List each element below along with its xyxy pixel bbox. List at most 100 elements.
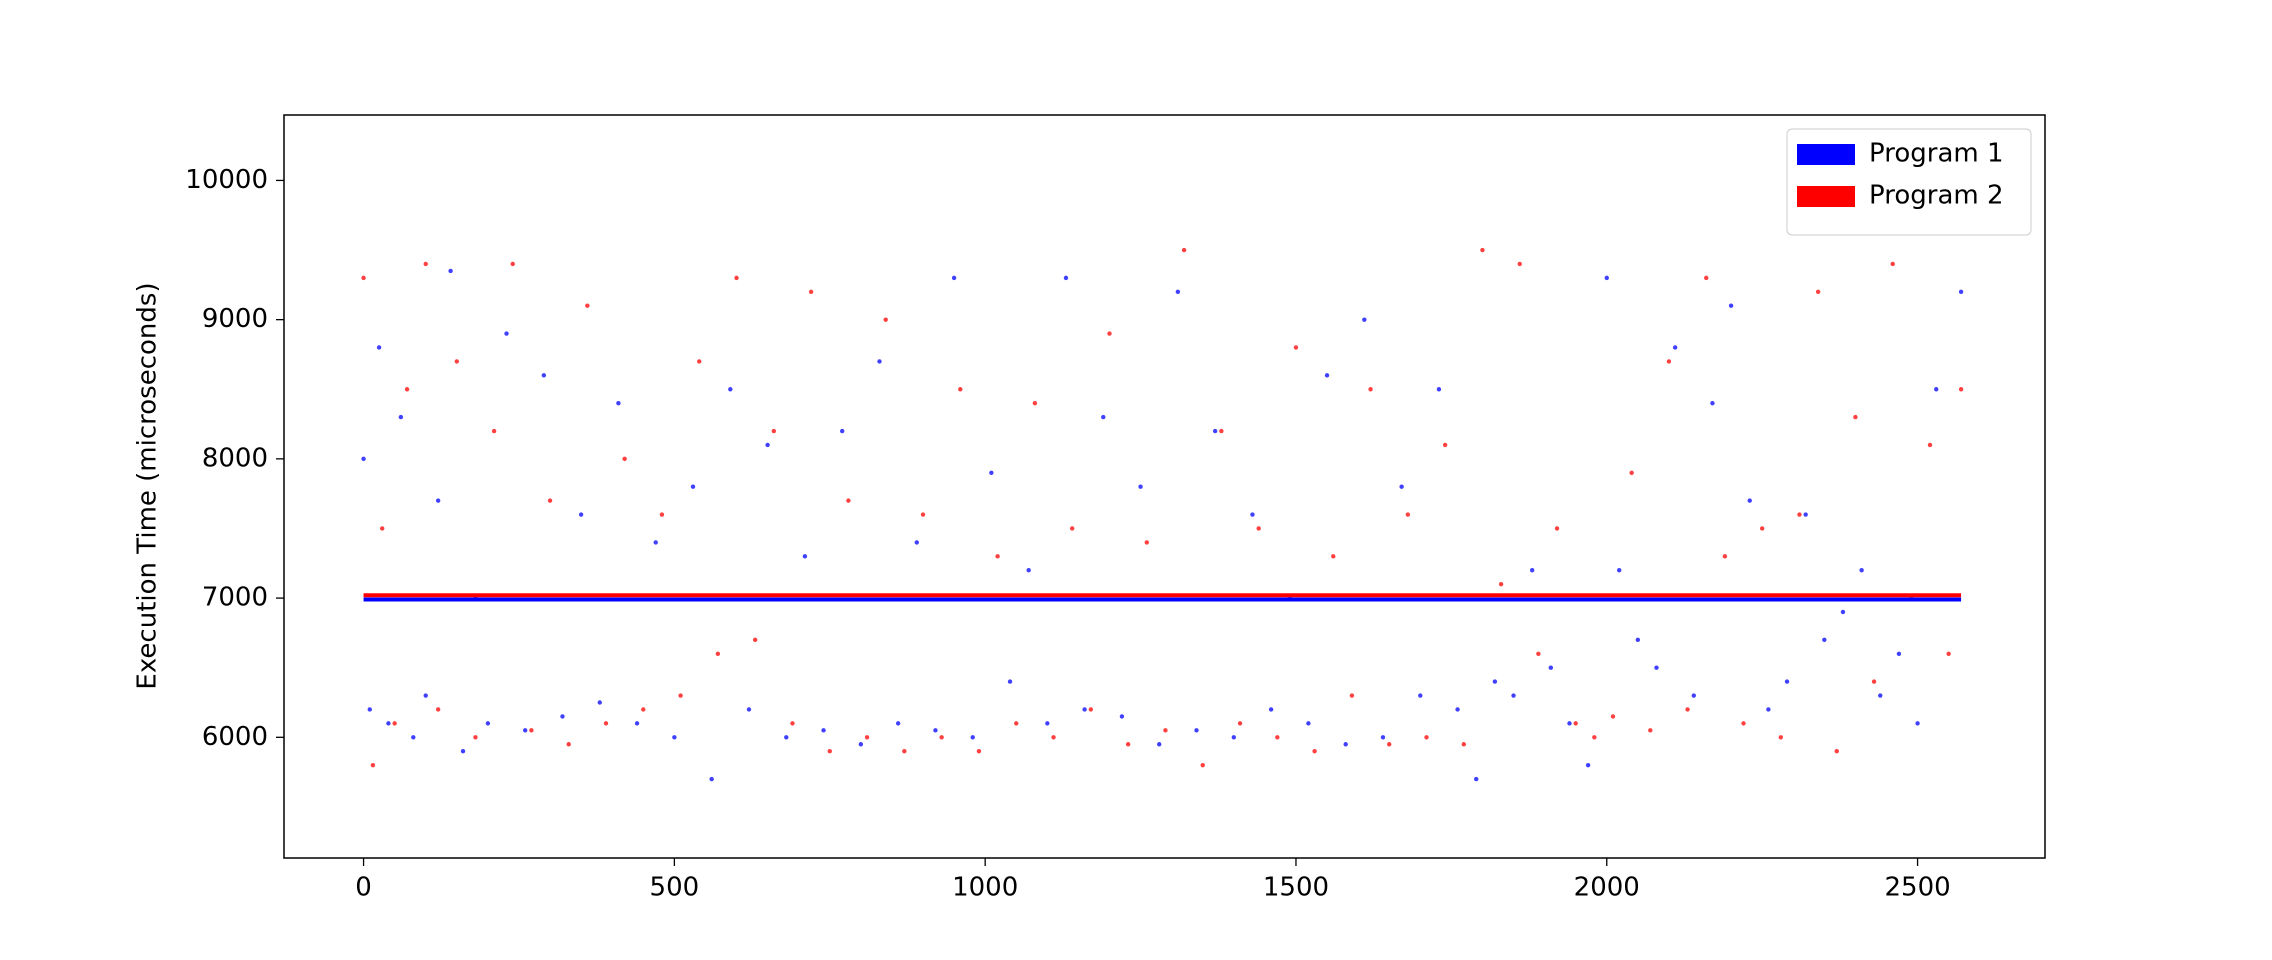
point <box>1915 721 1920 726</box>
point <box>690 484 696 489</box>
point <box>1119 714 1125 719</box>
point <box>1399 484 1404 489</box>
point <box>1927 442 1933 448</box>
point <box>454 359 460 364</box>
point <box>802 554 808 559</box>
point <box>1517 261 1522 267</box>
point <box>697 359 702 364</box>
point <box>1032 400 1038 406</box>
point <box>821 728 826 733</box>
legend-label: Program 2 <box>1869 181 2004 211</box>
point <box>1088 707 1094 712</box>
point <box>678 693 683 698</box>
point <box>376 345 382 350</box>
point <box>392 721 397 726</box>
point <box>1890 261 1895 267</box>
point <box>1436 387 1442 392</box>
point <box>765 442 770 448</box>
point <box>522 728 528 733</box>
point <box>970 735 975 740</box>
x-tick-label: 1000 <box>952 873 1018 903</box>
point <box>1063 275 1069 281</box>
point <box>1511 693 1516 698</box>
point <box>1405 512 1411 517</box>
y-tick-label: 9000 <box>202 304 268 334</box>
point <box>1666 359 1672 364</box>
point <box>491 428 497 434</box>
point <box>1181 247 1187 253</box>
point <box>1138 484 1143 489</box>
point <box>883 317 888 322</box>
point <box>1045 721 1050 726</box>
point <box>1455 707 1460 712</box>
point <box>380 526 385 531</box>
point <box>1934 387 1939 392</box>
point <box>1101 414 1106 420</box>
point <box>423 261 428 267</box>
point <box>858 742 864 747</box>
point <box>529 728 534 733</box>
point <box>1306 721 1311 726</box>
point <box>547 498 553 503</box>
point <box>1853 414 1858 420</box>
point <box>1958 387 1964 392</box>
y-tick-label: 6000 <box>202 722 268 752</box>
point <box>1474 776 1479 782</box>
point <box>448 268 453 274</box>
point <box>1610 714 1616 719</box>
point <box>1231 735 1237 740</box>
point <box>361 456 366 462</box>
point <box>1878 693 1883 698</box>
point <box>541 373 547 378</box>
point <box>1672 345 1678 350</box>
point <box>560 714 565 719</box>
point <box>914 540 919 545</box>
point <box>367 707 372 712</box>
point <box>1741 721 1746 726</box>
point <box>734 275 739 281</box>
point <box>1461 742 1467 747</box>
point <box>1480 247 1485 253</box>
y-axis-label: Execution Time (microseconds) <box>133 282 163 689</box>
point <box>1293 345 1299 350</box>
point <box>1654 665 1659 670</box>
point <box>1212 428 1218 434</box>
x-tick-label: 1500 <box>1263 873 1329 903</box>
point <box>1822 637 1827 643</box>
point <box>411 735 416 740</box>
point <box>1617 568 1622 573</box>
point <box>958 387 963 392</box>
point <box>603 721 609 726</box>
point <box>1442 442 1448 448</box>
point <box>1759 526 1765 531</box>
point <box>1331 554 1336 559</box>
point <box>1380 735 1386 740</box>
point <box>1648 728 1653 733</box>
point <box>1536 651 1541 656</box>
point <box>902 749 907 754</box>
point <box>709 776 714 782</box>
point <box>578 512 584 517</box>
point <box>1125 742 1131 747</box>
x-tick-label: 500 <box>650 873 700 903</box>
point <box>1194 728 1199 733</box>
point <box>808 289 814 295</box>
point <box>920 512 926 517</box>
point <box>1343 742 1348 747</box>
point <box>1815 289 1821 295</box>
point <box>1219 428 1224 434</box>
point <box>989 470 994 475</box>
point <box>1362 317 1367 322</box>
point <box>1704 275 1709 281</box>
point <box>715 651 721 656</box>
point <box>361 275 366 281</box>
point <box>398 414 404 420</box>
point <box>1368 387 1373 392</box>
point <box>597 700 602 705</box>
point <box>1797 512 1802 517</box>
point <box>1175 289 1181 295</box>
point <box>1710 400 1715 406</box>
point <box>672 735 677 740</box>
point <box>1051 735 1056 740</box>
